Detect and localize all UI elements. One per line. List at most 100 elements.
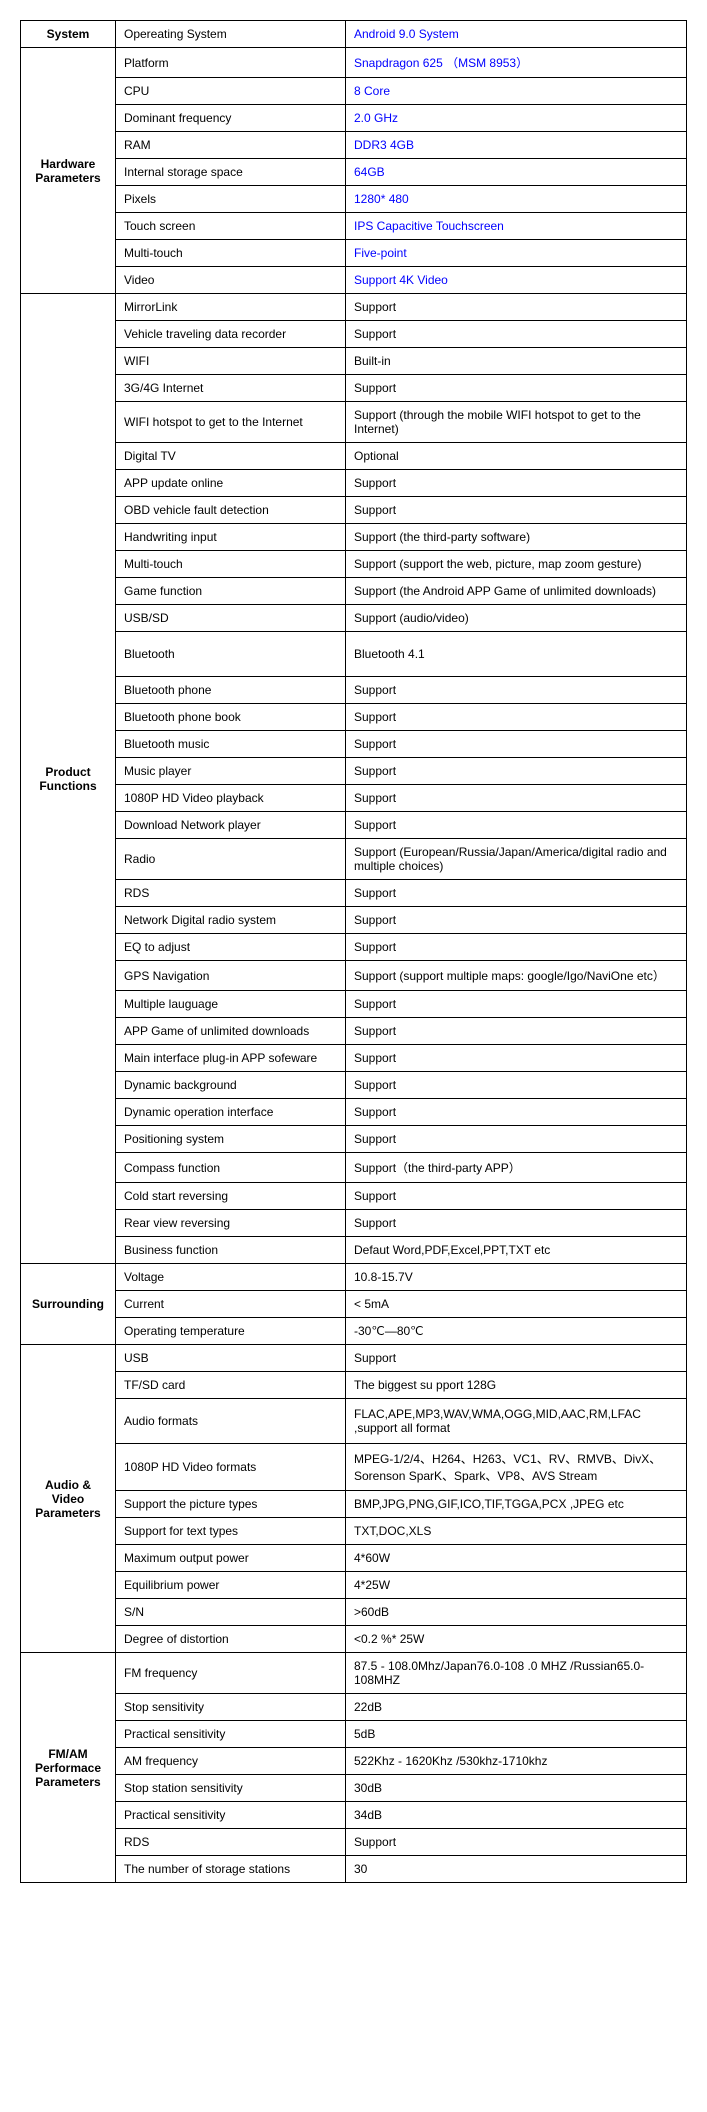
table-row: TF/SD cardThe biggest su pport 128G [21, 1372, 687, 1399]
table-row: APP update onlineSupport [21, 470, 687, 497]
label-cell: Current [116, 1291, 346, 1318]
value-cell: 1280* 480 [346, 186, 687, 213]
value-cell: Support [346, 991, 687, 1018]
label-cell: Bluetooth [116, 632, 346, 677]
table-row: Equilibrium power4*25W [21, 1572, 687, 1599]
category-cell: Surrounding [21, 1264, 116, 1345]
table-row: RDSSupport [21, 880, 687, 907]
table-row: RDSSupport [21, 1829, 687, 1856]
label-cell: Network Digital radio system [116, 907, 346, 934]
label-cell: Vehicle traveling data recorder [116, 321, 346, 348]
value-cell: Support [346, 321, 687, 348]
label-cell: Equilibrium power [116, 1572, 346, 1599]
value-cell: Support [346, 704, 687, 731]
value-cell: TXT,DOC,XLS [346, 1518, 687, 1545]
label-cell: APP update online [116, 470, 346, 497]
label-cell: Stop sensitivity [116, 1694, 346, 1721]
table-row: Game functionSupport (the Android APP Ga… [21, 578, 687, 605]
table-row: AM frequency522Khz - 1620Khz /530khz-171… [21, 1748, 687, 1775]
label-cell: The number of storage stations [116, 1856, 346, 1883]
table-row: Cold start reversingSupport [21, 1183, 687, 1210]
label-cell: 3G/4G Internet [116, 375, 346, 402]
table-row: Compass functionSupport（the third-party … [21, 1153, 687, 1183]
label-cell: APP Game of unlimited downloads [116, 1018, 346, 1045]
value-cell: Support [346, 1345, 687, 1372]
label-cell: Support the picture types [116, 1491, 346, 1518]
table-row: Bluetooth phoneSupport [21, 677, 687, 704]
value-cell: Support [346, 812, 687, 839]
table-row: Practical sensitivity5dB [21, 1721, 687, 1748]
table-row: Rear view reversingSupport [21, 1210, 687, 1237]
table-row: RadioSupport (European/Russia/Japan/Amer… [21, 839, 687, 880]
table-row: Audio formatsFLAC,APE,MP3,WAV,WMA,OGG,MI… [21, 1399, 687, 1444]
label-cell: Audio formats [116, 1399, 346, 1444]
label-cell: RDS [116, 880, 346, 907]
label-cell: Multi-touch [116, 240, 346, 267]
label-cell: Operating temperature [116, 1318, 346, 1345]
value-cell: Defaut Word,PDF,Excel,PPT,TXT etc [346, 1237, 687, 1264]
label-cell: USB [116, 1345, 346, 1372]
value-cell: 10.8-15.7V [346, 1264, 687, 1291]
label-cell: OBD vehicle fault detection [116, 497, 346, 524]
table-row: EQ to adjustSupport [21, 934, 687, 961]
label-cell: Radio [116, 839, 346, 880]
value-cell: Support [346, 497, 687, 524]
table-row: Multiple lauguageSupport [21, 991, 687, 1018]
table-row: WIFI hotspot to get to the InternetSuppo… [21, 402, 687, 443]
value-cell: Support [346, 375, 687, 402]
label-cell: Music player [116, 758, 346, 785]
value-cell: Support [346, 785, 687, 812]
category-cell: Product Functions [21, 294, 116, 1264]
label-cell: Dynamic background [116, 1072, 346, 1099]
table-row: Stop station sensitivity30dB [21, 1775, 687, 1802]
value-cell: Support [346, 1183, 687, 1210]
label-cell: Business function [116, 1237, 346, 1264]
value-cell: Support [346, 1072, 687, 1099]
value-cell: 22dB [346, 1694, 687, 1721]
value-cell: Support (support multiple maps: google/I… [346, 961, 687, 991]
label-cell: Pixels [116, 186, 346, 213]
table-row: Positioning systemSupport [21, 1126, 687, 1153]
label-cell: Platform [116, 48, 346, 78]
label-cell: Maximum output power [116, 1545, 346, 1572]
table-row: Dominant frequency2.0 GHz [21, 105, 687, 132]
label-cell: GPS Navigation [116, 961, 346, 991]
table-row: FM/AM Performace ParametersFM frequency8… [21, 1653, 687, 1694]
table-row: Vehicle traveling data recorderSupport [21, 321, 687, 348]
value-cell: Optional [346, 443, 687, 470]
value-cell: 34dB [346, 1802, 687, 1829]
table-row: 1080P HD Video formatsMPEG-1/2/4、H264、H2… [21, 1444, 687, 1491]
label-cell: Digital TV [116, 443, 346, 470]
table-row: Multi-touchFive-point [21, 240, 687, 267]
value-cell: Support [346, 1829, 687, 1856]
label-cell: FM frequency [116, 1653, 346, 1694]
label-cell: TF/SD card [116, 1372, 346, 1399]
label-cell: MirrorLink [116, 294, 346, 321]
label-cell: RAM [116, 132, 346, 159]
table-row: Audio & Video ParametersUSBSupport [21, 1345, 687, 1372]
label-cell: Stop station sensitivity [116, 1775, 346, 1802]
table-row: Dynamic backgroundSupport [21, 1072, 687, 1099]
spec-table: SystemOpereating SystemAndroid 9.0 Syste… [20, 20, 687, 1883]
category-cell: System [21, 21, 116, 48]
table-row: Current< 5mA [21, 1291, 687, 1318]
table-row: Operating temperature -30℃—80℃ [21, 1318, 687, 1345]
table-row: 3G/4G InternetSupport [21, 375, 687, 402]
value-cell: Support (through the mobile WIFI hotspot… [346, 402, 687, 443]
label-cell: Bluetooth phone book [116, 704, 346, 731]
table-row: 1080P HD Video playbackSupport [21, 785, 687, 812]
label-cell: Bluetooth music [116, 731, 346, 758]
table-row: APP Game of unlimited downloadsSupport [21, 1018, 687, 1045]
value-cell: Bluetooth 4.1 [346, 632, 687, 677]
value-cell: Support (audio/video) [346, 605, 687, 632]
table-row: Music playerSupport [21, 758, 687, 785]
label-cell: Download Network player [116, 812, 346, 839]
label-cell: S/N [116, 1599, 346, 1626]
table-row: Digital TVOptional [21, 443, 687, 470]
table-row: Stop sensitivity22dB [21, 1694, 687, 1721]
value-cell: 2.0 GHz [346, 105, 687, 132]
label-cell: Internal storage space [116, 159, 346, 186]
value-cell: Five-point [346, 240, 687, 267]
value-cell: Support（the third-party APP） [346, 1153, 687, 1183]
label-cell: WIFI [116, 348, 346, 375]
